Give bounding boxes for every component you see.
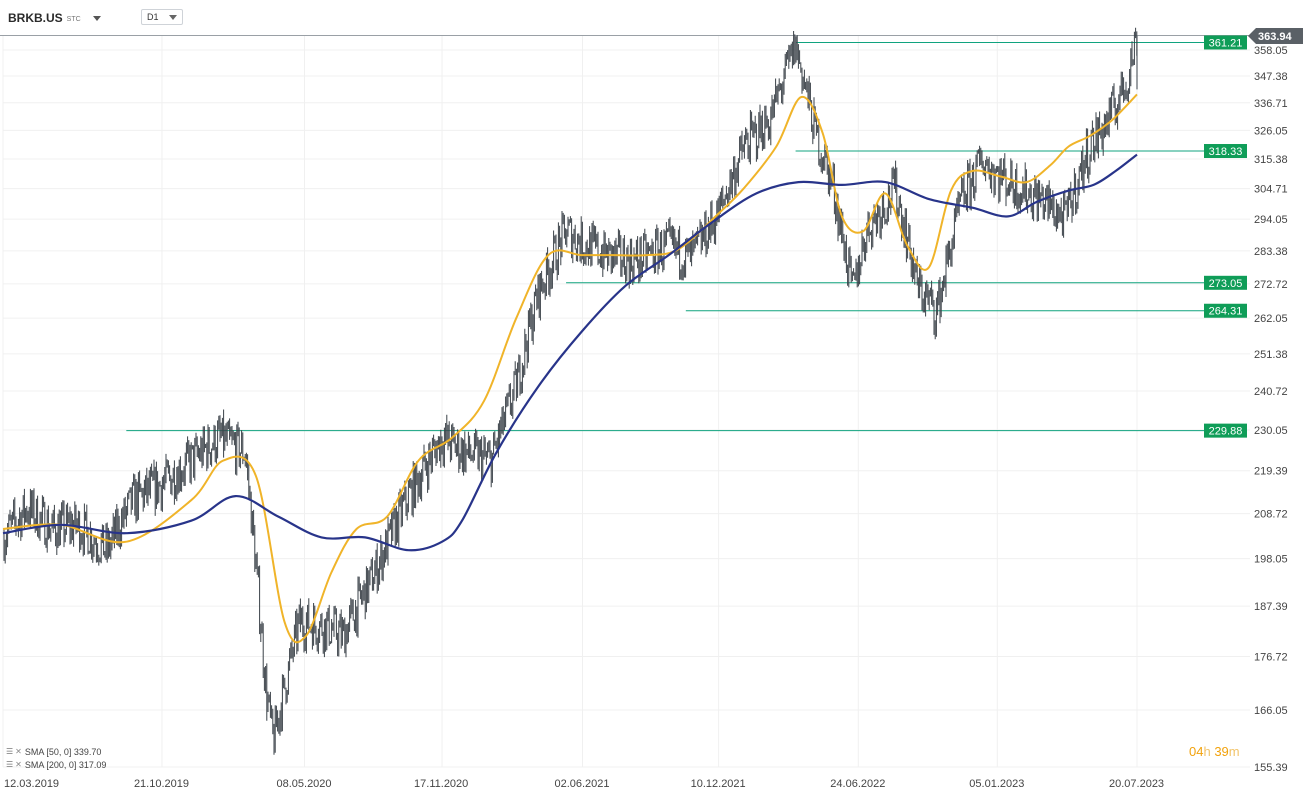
- symbol-name: BRKB.US: [8, 11, 63, 25]
- chevron-down-icon: [169, 14, 177, 20]
- x-tick-label: 21.10.2019: [134, 778, 189, 790]
- timeframe-label: D1: [147, 12, 159, 22]
- y-tick-label: 198.05: [1254, 554, 1288, 566]
- y-tick-label: 208.72: [1254, 509, 1288, 521]
- settings-lines-icon[interactable]: ☰: [6, 760, 14, 769]
- level-label: 264.31: [1209, 306, 1243, 318]
- level-label-box: [1204, 35, 1247, 50]
- settings-lines-icon[interactable]: ☰: [6, 747, 14, 756]
- y-tick-label: 230.05: [1254, 425, 1288, 437]
- sma50-line: [2, 93, 1138, 644]
- x-tick-label: 17.11.2020: [414, 778, 468, 790]
- legend-sma50: ☰ ✕ SMA [50, 0] 339.70: [6, 745, 106, 758]
- level-label: 229.88: [1209, 426, 1243, 438]
- level-label: 318.33: [1209, 146, 1243, 158]
- x-tick-label: 05.01.2023: [969, 778, 1024, 790]
- y-tick-label: 176.72: [1254, 652, 1288, 664]
- x-tick-label: 20.07.2023: [1109, 778, 1164, 790]
- y-tick-label: 262.05: [1254, 313, 1288, 325]
- y-tick-label: 251.38: [1254, 349, 1288, 361]
- legend-sma200: ☰ ✕ SMA [200, 0] 317.09: [6, 758, 106, 771]
- y-tick-label: 347.38: [1254, 71, 1288, 83]
- y-tick-label: 358.05: [1254, 45, 1288, 57]
- x-tick-label: 08.05.2020: [276, 778, 331, 790]
- level-label: 273.05: [1209, 278, 1243, 290]
- chevron-down-icon[interactable]: [92, 15, 101, 21]
- level-label-box: [1204, 423, 1247, 438]
- y-tick-label: 294.05: [1254, 214, 1288, 226]
- legend-sma200-text: SMA [200, 0] 317.09: [24, 759, 107, 770]
- y-tick-label: 166.05: [1254, 705, 1288, 717]
- y-axis: 358.05 347.38 336.71 326.05 315.38 304.71 294.…: [1248, 28, 1303, 774]
- countdown-hours: 04: [1189, 744, 1204, 759]
- x-axis: 12.03.2019 21.10.2019 08.05.2020 17.11.2020…: [4, 778, 1164, 790]
- current-price-label: 363.94: [1258, 31, 1293, 43]
- y-tick-label: 336.71: [1254, 98, 1288, 110]
- level-label: 361.21: [1209, 37, 1243, 49]
- series-group: [2, 27, 1138, 755]
- level-label-box: [1204, 275, 1247, 290]
- sma200-line: [2, 153, 1138, 552]
- y-tick-label: 326.05: [1254, 125, 1288, 137]
- y-tick-label: 219.39: [1254, 466, 1288, 478]
- symbol-selector[interactable]: BRKB.US STC: [8, 9, 101, 27]
- y-tick-label: 155.39: [1254, 762, 1288, 774]
- x-tick-label: 02.06.2021: [554, 778, 609, 790]
- y-tick-label: 304.71: [1254, 184, 1288, 196]
- countdown-hours-unit: h: [1203, 744, 1211, 759]
- x-tick-label: 10.12.2021: [691, 778, 746, 790]
- horizontal-levels: 361.21 318.33 273.05 264.31 229.88: [126, 35, 1247, 438]
- symbol-suffix: STC: [66, 16, 81, 23]
- indicator-legend: ☰ ✕ SMA [50, 0] 339.70 ☰ ✕ SMA [200, 0] …: [6, 745, 106, 771]
- x-tick-label: 24.06.2022: [830, 778, 885, 790]
- countdown-minutes-unit: m: [1228, 744, 1240, 759]
- price-series: [3, 27, 1138, 755]
- y-tick-label: 272.72: [1254, 279, 1288, 291]
- y-tick-label: 283.38: [1254, 246, 1288, 258]
- close-x-icon[interactable]: ✕: [15, 747, 22, 756]
- candle-countdown: 04h 39m: [1189, 744, 1240, 759]
- grid: [0, 35, 1300, 768]
- y-tick-label: 240.72: [1254, 386, 1288, 398]
- level-label-box: [1204, 144, 1247, 159]
- close-x-icon[interactable]: ✕: [15, 760, 22, 769]
- timeframe-selector[interactable]: D1: [141, 9, 183, 25]
- current-price-marker: [1248, 28, 1303, 44]
- y-tick-label: 315.38: [1254, 154, 1288, 166]
- chart-toolbar: BRKB.US STC D1: [0, 0, 1250, 34]
- x-tick-label: 12.03.2019: [4, 778, 59, 790]
- legend-sma50-text: SMA [50, 0] 339.70: [24, 746, 102, 757]
- y-tick-label: 187.39: [1254, 601, 1288, 613]
- level-label-box: [1204, 303, 1247, 318]
- countdown-minutes: 39: [1214, 744, 1229, 759]
